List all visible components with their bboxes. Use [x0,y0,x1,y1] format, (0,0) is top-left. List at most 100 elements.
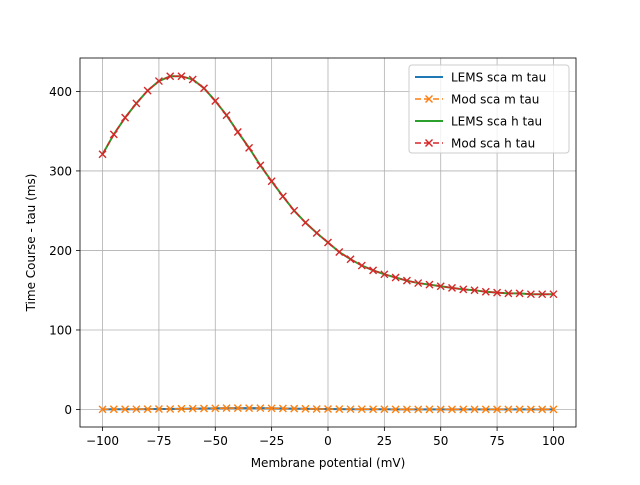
data-point-marker [245,143,254,152]
data-point-marker [98,150,107,159]
data-point-marker [109,405,118,414]
data-point-marker [346,255,355,264]
x-tick-label: 0 [324,434,332,448]
data-point-marker [357,261,366,270]
x-tick-label: 100 [542,434,565,448]
legend-items: LEMS sca m tau Mod sca m tau LEMS sca h ta… [415,71,546,151]
data-point-marker [256,404,265,413]
data-point-marker [222,111,231,120]
legend-label: LEMS sca m tau [451,71,546,85]
data-point-marker [380,270,389,279]
data-point-marker [459,285,468,294]
series-line [101,75,554,295]
data-point-marker [425,280,434,289]
data-point-marker [493,288,502,297]
series-mod-sca-m-tau [98,404,558,414]
data-point-marker [391,405,400,414]
data-point-marker [312,404,321,413]
data-point-marker [109,130,118,139]
data-point-marker [538,405,547,414]
y-tick-label: 0 [64,403,72,417]
x-tick-label: −100 [86,434,119,448]
data-point-marker [222,404,231,413]
data-point-marker [290,206,299,215]
data-point-marker [448,283,456,292]
legend-swatch-marker [425,139,433,147]
data-point-marker [121,113,130,122]
data-point-marker [481,287,490,296]
data-point-marker [515,405,524,414]
data-point-marker [121,405,130,414]
legend-label: LEMS sca h tau [451,115,542,129]
x-tick-label: 75 [489,434,504,448]
data-point-marker [414,405,423,414]
legend-swatch-marker [425,95,433,103]
x-tick-label: 25 [377,434,392,448]
data-point-marker [459,405,468,414]
data-point-marker [481,405,490,414]
data-point-marker [391,273,400,282]
data-point-marker [177,404,186,413]
legend-entry: Mod sca m tau [415,93,539,107]
data-point-marker [402,405,411,414]
data-point-marker [154,405,163,414]
data-point-marker [425,405,434,414]
series-mod-sca-h-tau [98,72,558,299]
data-point-marker [402,276,411,285]
x-tick-label: −75 [146,434,171,448]
data-point-marker [380,405,389,414]
y-axis-label: Time Course - tau (ms) [24,174,38,313]
data-point-marker [346,405,355,414]
legend-box [408,64,570,154]
data-point-marker [335,405,344,414]
data-point-marker [526,405,535,414]
x-tick-label: 50 [433,434,448,448]
data-point-marker [132,405,141,414]
data-point-marker [200,84,208,93]
x-axis-label: Membrane potential (mV) [251,456,406,470]
data-point-marker [188,404,197,413]
data-point-marker [245,404,254,413]
y-tick-label: 200 [49,244,72,258]
data-point-marker [324,238,332,247]
data-point-marker [504,405,513,414]
data-point-marker [549,290,558,299]
data-point-marker [504,289,513,298]
x-tick-label: −50 [203,434,228,448]
data-point-marker [256,161,265,170]
legend-entry: LEMS sca m tau [415,71,546,85]
data-point-marker [324,405,332,414]
data-point-marker [436,282,445,291]
data-point-marker [278,192,287,201]
y-tick-label: 300 [49,164,72,178]
data-point-marker [188,75,197,84]
data-point-marker [357,405,366,414]
legend-label: Mod sca m tau [451,93,539,107]
data-point-marker [267,404,276,413]
data-point-marker [470,286,479,295]
data-point-marker [211,96,220,105]
legend-entry: LEMS sca h tau [415,115,542,129]
data-point-marker [436,405,445,414]
data-point-marker [414,279,423,288]
plot-series [98,72,558,414]
data-point-marker [301,218,310,227]
data-point-marker [154,77,163,86]
legend-label: Mod sca h tau [451,137,535,151]
data-point-marker [549,405,558,414]
data-point-marker [369,405,378,414]
data-point-marker [312,228,321,237]
data-point-marker [290,404,299,413]
legend-entry: Mod sca h tau [415,137,535,151]
data-point-marker [200,404,208,413]
y-tick-label: 400 [49,85,72,99]
data-point-marker [369,266,378,275]
data-point-marker [98,405,107,414]
data-point-marker [233,127,242,136]
x-tick-label: −25 [259,434,284,448]
data-point-marker [143,86,152,95]
legend: LEMS sca m tau Mod sca m tau LEMS sca h ta… [408,64,570,154]
data-point-marker [166,404,175,413]
